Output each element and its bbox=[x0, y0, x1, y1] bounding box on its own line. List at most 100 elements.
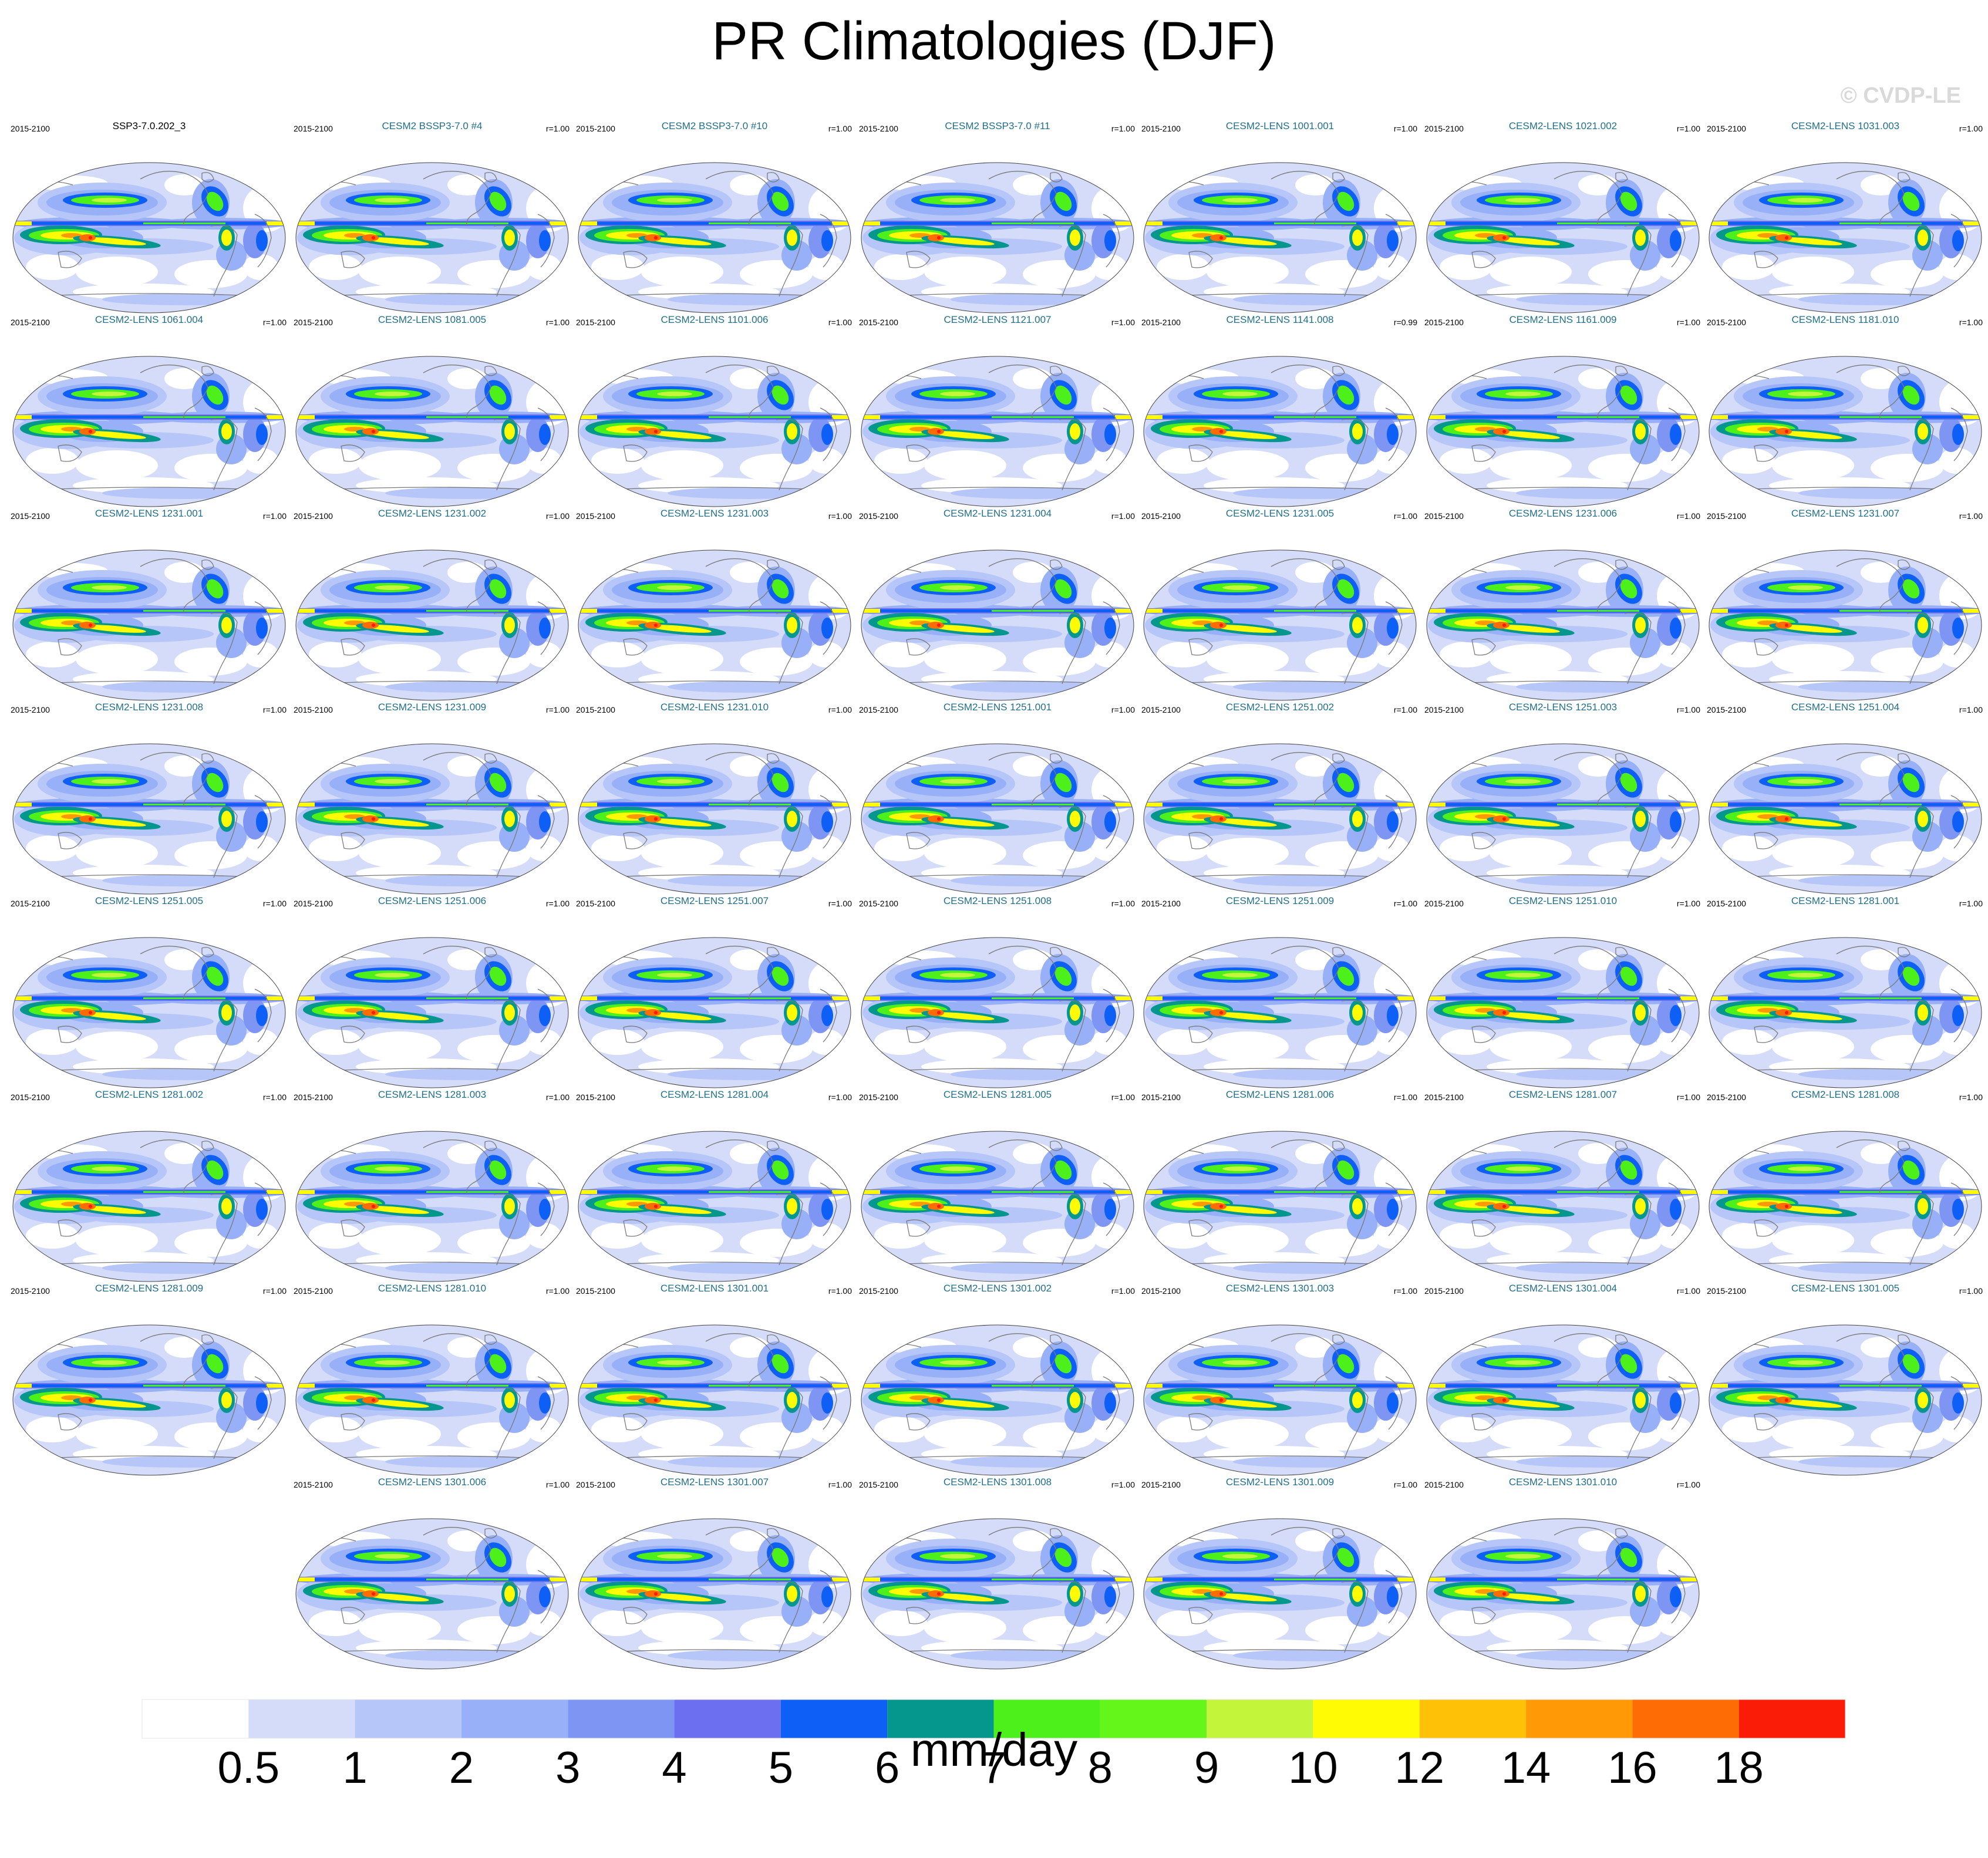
panel-pattern-correlation: r=1.00 bbox=[545, 899, 570, 908]
coastline bbox=[776, 419, 803, 491]
maritime-peak bbox=[1775, 1203, 1792, 1210]
panel-pattern-correlation: r=1.00 bbox=[828, 1286, 852, 1296]
colorbar-swatch bbox=[1738, 1699, 1845, 1738]
coastline bbox=[484, 1528, 497, 1539]
dry-zone bbox=[808, 254, 844, 280]
coastline bbox=[537, 407, 555, 461]
coastline bbox=[1385, 407, 1403, 461]
precip-field bbox=[861, 550, 1134, 700]
coastline bbox=[1445, 1068, 1681, 1072]
map-panel: 2015-2100 CESM2-LENS 1231.008 r=1.00 bbox=[8, 702, 290, 895]
map-border bbox=[861, 356, 1134, 507]
maritime-max bbox=[1219, 430, 1223, 433]
spcz-core bbox=[930, 431, 995, 439]
map-border bbox=[295, 1518, 569, 1670]
precip-field bbox=[13, 1325, 285, 1475]
itcz-west-edge bbox=[1144, 1190, 1163, 1194]
itcz-east-edge bbox=[1680, 802, 1699, 807]
map-panel: 2015-2100 CESM2-LENS 1301.009 r=1.00 bbox=[1139, 1476, 1421, 1670]
africa-convection bbox=[821, 424, 833, 445]
coastline bbox=[1471, 638, 1496, 656]
coastline bbox=[1188, 1219, 1213, 1237]
map-panel: 2015-2100 CESM2-LENS 1301.002 r=1.00 bbox=[857, 1283, 1138, 1476]
panel-pattern-correlation: r=1.00 bbox=[828, 1092, 852, 1102]
coastline bbox=[341, 638, 365, 656]
itcz-east-edge bbox=[1680, 1384, 1699, 1388]
itcz-west-edge bbox=[1427, 802, 1445, 807]
dry-zone bbox=[1374, 448, 1409, 474]
coastline bbox=[1836, 171, 1905, 227]
colorbar-swatch bbox=[1313, 1699, 1420, 1738]
storm-track-pacific-max bbox=[1222, 1554, 1258, 1559]
amazon-core bbox=[1352, 423, 1363, 440]
coastline bbox=[537, 1570, 555, 1624]
coastline bbox=[820, 1570, 837, 1624]
itcz-west-edge bbox=[578, 1190, 597, 1194]
coastline bbox=[623, 832, 648, 849]
africa-convection bbox=[1104, 1586, 1116, 1607]
panel-pattern-correlation: r=1.00 bbox=[1393, 1286, 1417, 1296]
maritime-max bbox=[372, 623, 375, 627]
panel-pattern-correlation: r=1.00 bbox=[1959, 511, 1983, 521]
map-border bbox=[12, 549, 286, 701]
panel-title: CESM2 BSSP3-7.0 #4 bbox=[382, 120, 483, 131]
spcz-core bbox=[1778, 625, 1842, 633]
map-svg bbox=[1143, 162, 1417, 313]
coastline bbox=[1341, 612, 1369, 684]
amazon-core bbox=[504, 1198, 515, 1215]
coastline bbox=[1162, 487, 1398, 491]
precip-band bbox=[1233, 681, 1397, 693]
storm-track-atlantic-core bbox=[1620, 773, 1637, 793]
itcz-east-pacific bbox=[709, 997, 791, 999]
itcz-east-edge bbox=[832, 996, 851, 1000]
dry-zone bbox=[1157, 835, 1209, 861]
maritime-max bbox=[89, 430, 92, 433]
spcz-core bbox=[365, 1012, 429, 1020]
dry-zone bbox=[164, 1143, 204, 1164]
storm-track-atlantic-core bbox=[1337, 1160, 1354, 1180]
maritime-peak bbox=[1775, 1009, 1792, 1016]
coastline bbox=[210, 612, 238, 684]
storm-track-pacific-max bbox=[940, 1360, 975, 1365]
map-panel: 2015-2100 CESM2-LENS 1251.007 r=1.00 bbox=[574, 895, 855, 1089]
precip-field bbox=[861, 356, 1134, 507]
storm-track-pacific-max bbox=[92, 1166, 127, 1171]
panel-period: 2015-2100 bbox=[859, 899, 898, 908]
spcz-core bbox=[1212, 1206, 1277, 1214]
map-border bbox=[12, 937, 286, 1088]
amazon-core bbox=[221, 1198, 232, 1215]
coastline bbox=[1471, 1607, 1496, 1624]
coastline bbox=[623, 444, 648, 462]
amazon-core bbox=[1918, 1198, 1928, 1215]
dry-zone bbox=[1374, 1029, 1409, 1055]
dry-zone bbox=[1772, 644, 1854, 675]
coastline bbox=[1554, 1527, 1622, 1583]
map-svg bbox=[861, 162, 1134, 313]
coastline bbox=[1059, 1387, 1086, 1459]
panel-period: 2015-2100 bbox=[294, 1480, 333, 1489]
coastline bbox=[1836, 1333, 1905, 1389]
africa-convection bbox=[1952, 230, 1964, 251]
maritime-max bbox=[937, 1205, 941, 1208]
itcz-east-pacific bbox=[426, 997, 508, 999]
coastline bbox=[767, 559, 780, 570]
panel-period: 2015-2100 bbox=[1707, 705, 1746, 714]
spcz-core bbox=[365, 1593, 429, 1601]
coastline bbox=[423, 558, 491, 614]
itcz-east-pacific bbox=[426, 1191, 508, 1193]
dry-zone bbox=[1578, 1143, 1618, 1164]
coastline bbox=[1103, 1376, 1120, 1430]
map-border bbox=[1426, 743, 1700, 895]
panel-period: 2015-2100 bbox=[1141, 899, 1181, 908]
precip-field bbox=[1427, 1325, 1699, 1475]
panel-pattern-correlation: r=1.00 bbox=[1959, 705, 1983, 714]
dry-zone bbox=[808, 1223, 844, 1249]
coastline bbox=[58, 638, 82, 656]
dry-zone bbox=[1374, 254, 1409, 280]
dry-zone bbox=[164, 949, 204, 970]
colorbar-swatch bbox=[1419, 1699, 1527, 1738]
coastline bbox=[1332, 559, 1345, 570]
maritime-peak bbox=[1493, 1397, 1509, 1404]
itcz-east-edge bbox=[1115, 221, 1134, 225]
coastline bbox=[767, 1528, 780, 1539]
